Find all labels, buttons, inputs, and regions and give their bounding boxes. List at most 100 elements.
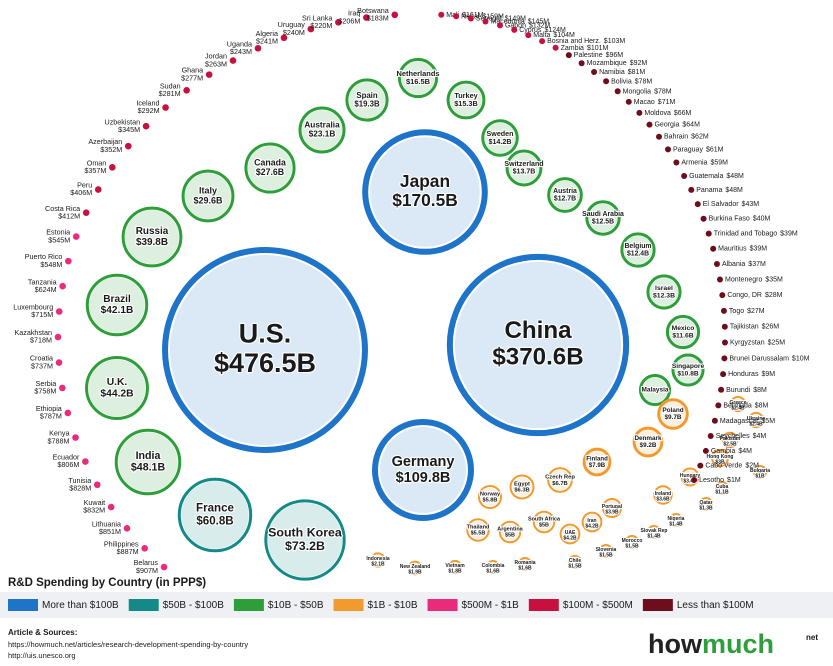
dot-label: Macao $71M bbox=[634, 99, 676, 106]
country-label: Romania bbox=[514, 560, 535, 566]
country-label: Bolivia bbox=[611, 78, 632, 85]
country-label: Hungary bbox=[680, 473, 701, 479]
country-label: Japan bbox=[400, 171, 450, 191]
dot-label: Mozambique $92M bbox=[587, 60, 648, 67]
country-label: Australia bbox=[304, 121, 340, 130]
value-label: $12.4B bbox=[627, 251, 649, 258]
country-label: Israel bbox=[655, 285, 673, 292]
legend-label: $100M - $500M bbox=[563, 600, 633, 611]
dot-label: Guatemala $48M bbox=[689, 173, 744, 180]
bubble-fill bbox=[724, 434, 736, 446]
value-label: $8M bbox=[753, 387, 767, 394]
dot bbox=[496, 22, 503, 29]
value-label: $10M bbox=[792, 355, 810, 362]
dot-label: Georgia $64M bbox=[654, 121, 700, 128]
country-label: Pakistan bbox=[720, 436, 741, 442]
country-label: South Korea bbox=[268, 525, 342, 539]
country-label: Indonesia bbox=[366, 556, 390, 562]
country-label: Turkey bbox=[454, 91, 478, 100]
country-label: Albania bbox=[722, 261, 745, 268]
country-label: Denmark bbox=[634, 435, 662, 442]
bubble-fill bbox=[512, 477, 532, 497]
country-label: Belarus bbox=[134, 558, 159, 567]
dot-label: Trinidad and Tobago $39M bbox=[714, 230, 798, 237]
country-label: Germany bbox=[392, 454, 455, 470]
value-label: $71M bbox=[658, 99, 676, 106]
country-label: Ghana bbox=[182, 66, 204, 75]
country-label: Ethiopia bbox=[36, 404, 62, 413]
country-label: South Africa bbox=[528, 516, 561, 522]
bubble bbox=[397, 57, 439, 99]
dot bbox=[578, 60, 585, 67]
bubble-fill bbox=[650, 528, 658, 536]
bubble-fill bbox=[584, 514, 600, 530]
dot bbox=[511, 26, 518, 33]
legend-swatch bbox=[128, 599, 159, 611]
bubble bbox=[114, 428, 182, 496]
bubble-fill bbox=[88, 359, 146, 417]
dot bbox=[646, 121, 653, 128]
country-label: Bosnia and Herz. bbox=[547, 38, 601, 45]
dot bbox=[123, 524, 131, 532]
country-label: Mali bbox=[446, 12, 459, 19]
dot bbox=[54, 333, 62, 341]
value-label: $352M bbox=[100, 145, 122, 154]
country-label: Vietnam bbox=[445, 563, 465, 569]
bubbles: U.S.$476.5B China$370.6B Japan$170.5B Germa… bbox=[85, 57, 771, 581]
legend-swatch bbox=[233, 599, 264, 611]
value-label: $3.9B bbox=[605, 509, 619, 515]
country-label: Uruguay bbox=[278, 20, 306, 29]
dot bbox=[453, 13, 460, 20]
dot bbox=[681, 173, 688, 179]
value-label: $59M bbox=[710, 159, 728, 166]
value-label: $806M bbox=[57, 460, 79, 469]
country-label: Panama bbox=[696, 187, 722, 194]
dot bbox=[307, 25, 315, 33]
bubble-fill bbox=[636, 430, 660, 454]
country-label: Slovak Rep bbox=[641, 528, 668, 534]
bubble bbox=[547, 177, 583, 213]
dot-label: Macedonia $145M bbox=[490, 18, 549, 25]
bubble-fill bbox=[480, 487, 500, 507]
value-label: $887M bbox=[117, 547, 139, 556]
country-label: Bulgaria bbox=[750, 468, 770, 474]
dot bbox=[183, 87, 190, 94]
value-label: $2.4B bbox=[749, 421, 763, 427]
bubble-fill bbox=[484, 122, 516, 154]
country-label: Croatia bbox=[30, 354, 53, 363]
logo-part: much bbox=[702, 629, 774, 659]
dot bbox=[603, 78, 610, 85]
country-label: Madagascar bbox=[720, 418, 759, 425]
country-label: Macao bbox=[634, 99, 655, 106]
country-label: Kyrgyzstan bbox=[730, 339, 765, 346]
dot bbox=[162, 104, 169, 111]
country-label: Sudan bbox=[160, 81, 181, 90]
value-label: $161M bbox=[462, 12, 484, 19]
value-label: $39M bbox=[780, 230, 798, 237]
dot-label: Congo, DR $28M bbox=[727, 292, 782, 299]
value-label: $159M bbox=[482, 13, 504, 20]
bubble-fill bbox=[509, 153, 539, 183]
legend-swatch bbox=[528, 599, 559, 611]
country-label: El Salvador bbox=[703, 201, 739, 208]
bubble-fill bbox=[373, 555, 383, 565]
value-label: $103M bbox=[604, 38, 626, 45]
value-label: $9.2B bbox=[640, 442, 657, 449]
country-label: Philippines bbox=[104, 539, 139, 548]
country-label: Azerbaijan bbox=[88, 137, 122, 146]
bubble-fill bbox=[410, 563, 420, 573]
value-label: $39.8B bbox=[136, 237, 168, 248]
bubble-fill bbox=[669, 318, 697, 346]
country-label: Malaysia bbox=[641, 387, 668, 394]
country-label: Qatar bbox=[699, 500, 712, 506]
bubble-fill bbox=[586, 451, 608, 473]
legend-label: More than $100B bbox=[42, 600, 119, 611]
bubble-fill bbox=[588, 203, 618, 233]
dot-label: Gabon $132M bbox=[505, 22, 551, 29]
value-label: $13.7B bbox=[513, 169, 536, 176]
value-label: $12.3B bbox=[653, 293, 675, 300]
country-label: China bbox=[504, 317, 572, 344]
logo-part: how bbox=[648, 629, 703, 659]
country-label: Lesotho bbox=[699, 477, 724, 484]
bubble bbox=[632, 426, 664, 458]
